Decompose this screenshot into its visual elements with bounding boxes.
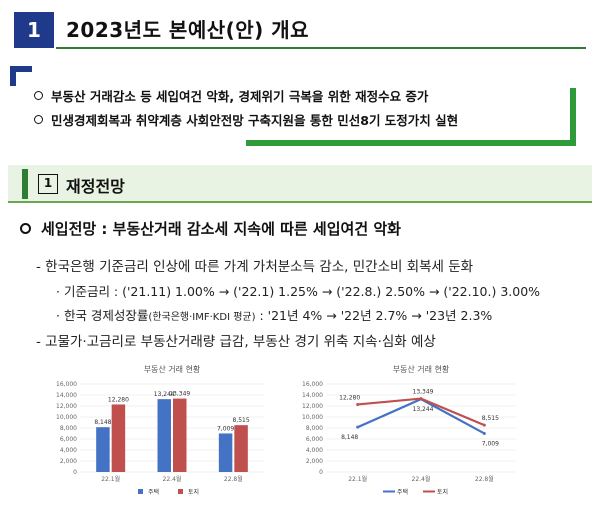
summary-item-text: 민생경제회복과 취약계층 사회안전망 구축지원을 통한 민선8기 도정가치 실현 — [51, 113, 459, 128]
content-line: - 한국은행 기준금리 인상에 따른 가계 가처분소득 감소, 민간소비 회복세… — [36, 259, 474, 275]
y-tick-label: 6,000 — [306, 436, 323, 443]
section-title: 2023년도 본예산(안) 개요 — [66, 18, 310, 42]
y-tick-label: 0 — [73, 469, 77, 476]
subsection-header: 1 재정전망 — [8, 165, 592, 203]
chart-title: 부동산 거래 현황 — [144, 364, 201, 374]
summary-corner-mark — [10, 66, 32, 72]
circle-bullet-icon — [20, 223, 31, 234]
summary-bottom-border — [246, 140, 576, 146]
line-chart: 부동산 거래 현황 0 2,000 4,000 6,000 8,000 10,000 12,0… — [302, 364, 516, 496]
data-point — [419, 397, 423, 401]
y-tick-label: 8,000 — [60, 425, 77, 432]
data-label: 8,148 — [94, 419, 111, 426]
y-tick-label: 2,000 — [306, 458, 323, 465]
y-tick-label: 14,000 — [302, 392, 323, 399]
y-tick-label: 12,000 — [56, 403, 77, 410]
circle-bullet-icon — [34, 91, 43, 100]
data-label: 7,009 — [482, 440, 499, 447]
x-tick-label: 22.1월 — [101, 475, 120, 483]
y-tick-label: 6,000 — [60, 436, 77, 443]
data-label: 12,280 — [339, 394, 360, 401]
legend-swatch — [178, 489, 183, 494]
subsection-title: 재정전망 — [66, 177, 125, 196]
data-label: 13,349 — [413, 389, 434, 396]
subsection-accent — [22, 169, 28, 199]
data-point — [482, 431, 486, 435]
growth-values: : '21년 4% → '22년 2.7% → '23년 2.3% — [255, 308, 493, 323]
bar — [234, 425, 248, 472]
y-tick-label: 2,000 — [60, 458, 77, 465]
content-line: - 고물가·고금리로 부동산거래량 급감, 부동산 경기 위축 지속·심화 예상 — [36, 334, 436, 350]
content-subline: · 한국 경제성장률(한국은행·IMF·KDI 평균) : '21년 4% → … — [56, 305, 492, 324]
legend-label: 주택 — [148, 489, 159, 496]
y-tick-label: 0 — [319, 469, 323, 476]
x-tick-label: 22.8월 — [475, 475, 494, 483]
y-tick-label: 12,000 — [302, 403, 323, 410]
content-heading-text: 세입전망 : 부동산거래 감소세 지속에 따른 세입여건 악화 — [41, 220, 401, 238]
x-tick-label: 22.8월 — [224, 475, 243, 483]
data-label: 12,280 — [108, 396, 129, 403]
data-label: 13,349 — [169, 391, 190, 398]
data-label: 8,515 — [232, 417, 249, 424]
y-tick-label: 16,000 — [56, 381, 77, 388]
bar — [111, 404, 126, 472]
data-label: 7,009 — [217, 425, 234, 432]
y-tick-label: 16,000 — [302, 381, 323, 388]
growth-source: (한국은행·IMF·KDI 평균) — [148, 312, 256, 323]
summary-item-text: 부동산 거래감소 등 세입여건 악화, 경제위기 극복을 위한 재정수요 증가 — [51, 89, 429, 104]
growth-label: · 한국 경제성장률 — [56, 308, 149, 323]
bar — [173, 398, 187, 472]
bar-chart: 부동산 거래 현황 0 2,000 4,000 6,000 8,000 10,000 12,0… — [56, 364, 264, 496]
content-subline: · 기준금리 : ('21.11) 1.00% → ('22.1) 1.25% … — [56, 284, 541, 299]
y-tick-label: 4,000 — [60, 447, 77, 454]
y-tick-label: 8,000 — [306, 425, 323, 432]
data-label: 13,244 — [413, 406, 434, 413]
summary-box: 부동산 거래감소 등 세입여건 악화, 경제위기 극복을 위한 재정수요 증가 … — [10, 66, 588, 146]
data-label: 13,244 — [154, 391, 175, 398]
x-tick-label: 22.4월 — [412, 475, 431, 483]
y-tick-label: 10,000 — [56, 414, 77, 421]
x-tick-label: 22.4월 — [163, 475, 182, 483]
section-header: 1 2023년도 본예산(안) 개요 — [8, 6, 592, 52]
legend-label: 토지 — [437, 488, 448, 496]
subsection-number: 1 — [38, 174, 58, 194]
summary-item: 부동산 거래감소 등 세입여건 악화, 경제위기 극복을 위한 재정수요 증가 — [34, 86, 428, 105]
y-tick-label: 4,000 — [306, 447, 323, 454]
bar — [96, 427, 110, 472]
data-label: 8,515 — [482, 415, 499, 422]
y-tick-label: 14,000 — [56, 392, 77, 399]
summary-item: 민생경제회복과 취약계층 사회안전망 구축지원을 통한 민선8기 도정가치 실현 — [34, 110, 458, 129]
legend-label: 토지 — [188, 488, 199, 496]
legend-label: 주택 — [397, 489, 408, 496]
data-point — [482, 423, 486, 427]
section-number: 1 — [14, 12, 54, 48]
content-heading: 세입전망 : 부동산거래 감소세 지속에 따른 세입여건 악화 — [20, 218, 401, 239]
data-point — [356, 425, 360, 429]
summary-right-border — [570, 88, 576, 146]
y-tick-label: 10,000 — [302, 414, 323, 421]
chart-title: 부동산 거래 현황 — [393, 364, 450, 374]
section-underline — [56, 47, 586, 49]
summary-corner-mark-vertical — [10, 66, 16, 86]
legend-swatch — [138, 489, 143, 494]
data-point — [356, 402, 360, 406]
bar — [157, 399, 171, 472]
x-tick-label: 22.1월 — [348, 475, 367, 483]
bar — [218, 433, 233, 472]
circle-bullet-icon — [34, 115, 43, 124]
data-label: 8,148 — [341, 434, 358, 441]
